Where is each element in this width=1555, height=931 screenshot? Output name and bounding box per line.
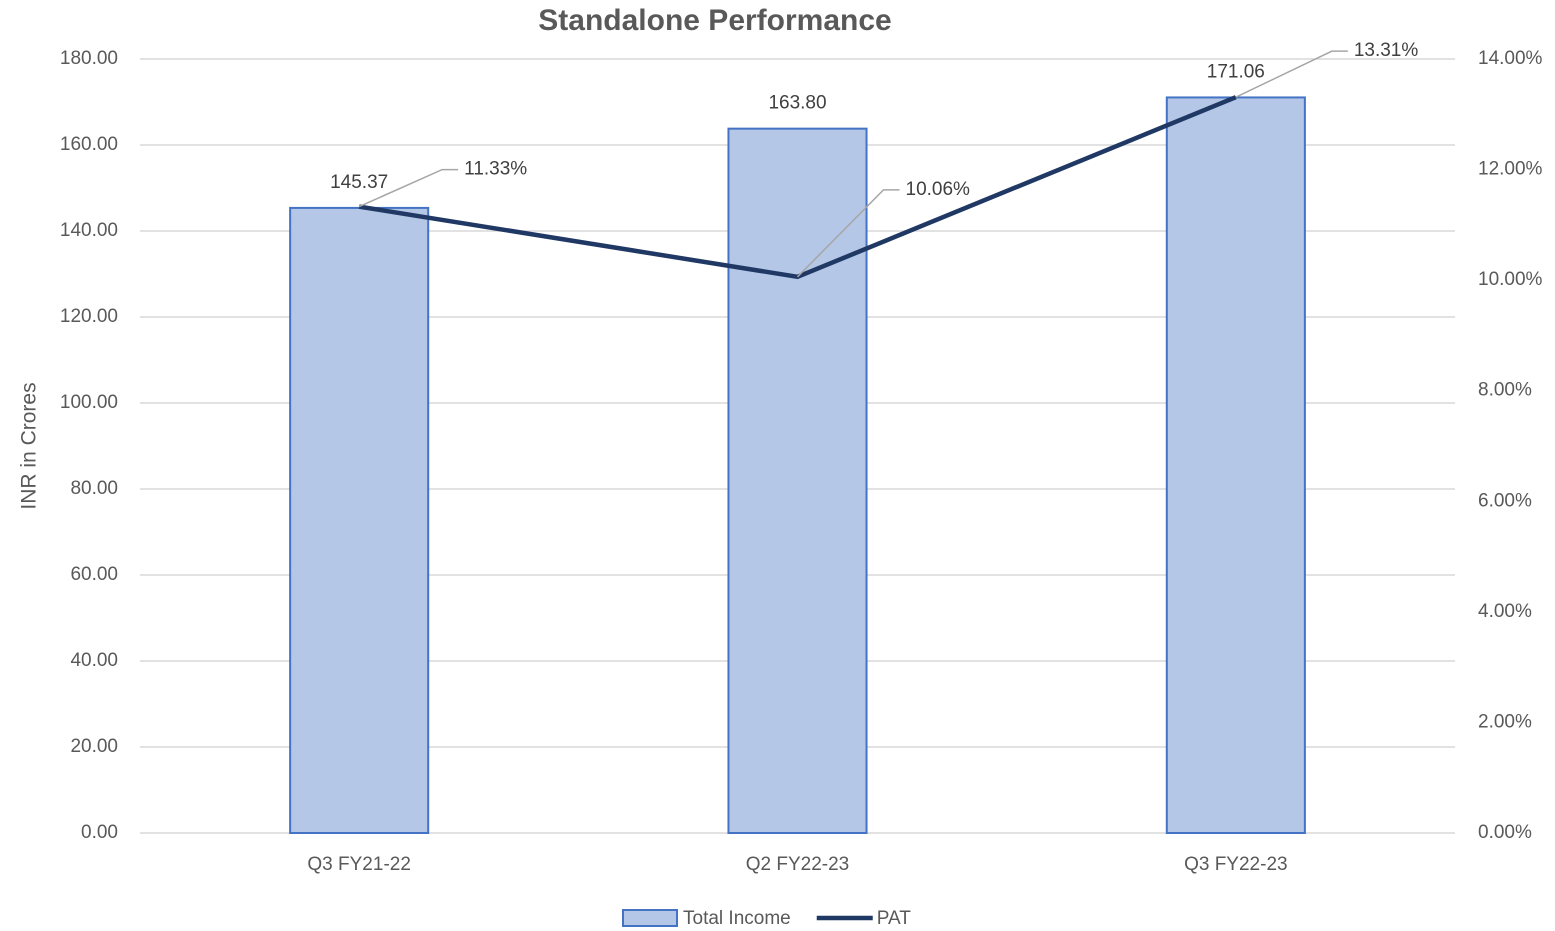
- y2-tick-label: 6.00%: [1478, 490, 1532, 511]
- data-label: 11.33%: [464, 159, 527, 180]
- legend-swatch: [622, 909, 678, 927]
- bar: [289, 206, 430, 834]
- y2-tick-label: 0.00%: [1478, 822, 1532, 843]
- y-tick-label: 60.00: [70, 564, 118, 585]
- y-tick-label: 80.00: [70, 478, 118, 499]
- y-tick-label: 100.00: [60, 392, 118, 413]
- legend-label: PAT: [877, 908, 912, 929]
- chart-title: Standalone Performance: [538, 4, 891, 37]
- x-tick-label: Q3 FY21-22: [307, 854, 411, 875]
- y-tick-label: 20.00: [70, 736, 118, 757]
- bar: [1165, 96, 1306, 834]
- y-tick-label: 40.00: [70, 650, 118, 671]
- y2-tick-label: 12.00%: [1478, 159, 1543, 180]
- y2-tick-label: 14.00%: [1478, 48, 1543, 69]
- y-tick-label: 140.00: [60, 220, 118, 241]
- leader-line: [1235, 50, 1348, 98]
- leader-line: [358, 168, 459, 208]
- y-tick-label: 160.00: [60, 134, 118, 155]
- y-tick-label: 180.00: [60, 48, 118, 69]
- leader-line: [796, 189, 900, 278]
- x-tick-label: Q2 FY22-23: [746, 854, 850, 875]
- y2-tick-label: 10.00%: [1478, 269, 1543, 290]
- y-tick-label: 120.00: [60, 306, 118, 327]
- y-tick-label: 0.00: [81, 822, 118, 843]
- data-label: 163.80: [768, 93, 826, 114]
- y-axis-label: INR in Crores: [18, 382, 41, 509]
- x-tick-label: Q3 FY22-23: [1184, 854, 1288, 875]
- data-label: 145.37: [330, 172, 388, 193]
- data-label: 10.06%: [906, 179, 971, 200]
- legend-label: Total Income: [683, 908, 791, 929]
- y2-tick-label: 8.00%: [1478, 380, 1532, 401]
- data-label: 13.31%: [1354, 40, 1419, 61]
- bar: [727, 127, 868, 835]
- y2-tick-label: 2.00%: [1478, 711, 1532, 732]
- y2-tick-label: 4.00%: [1478, 601, 1532, 622]
- data-label: 171.06: [1207, 61, 1265, 82]
